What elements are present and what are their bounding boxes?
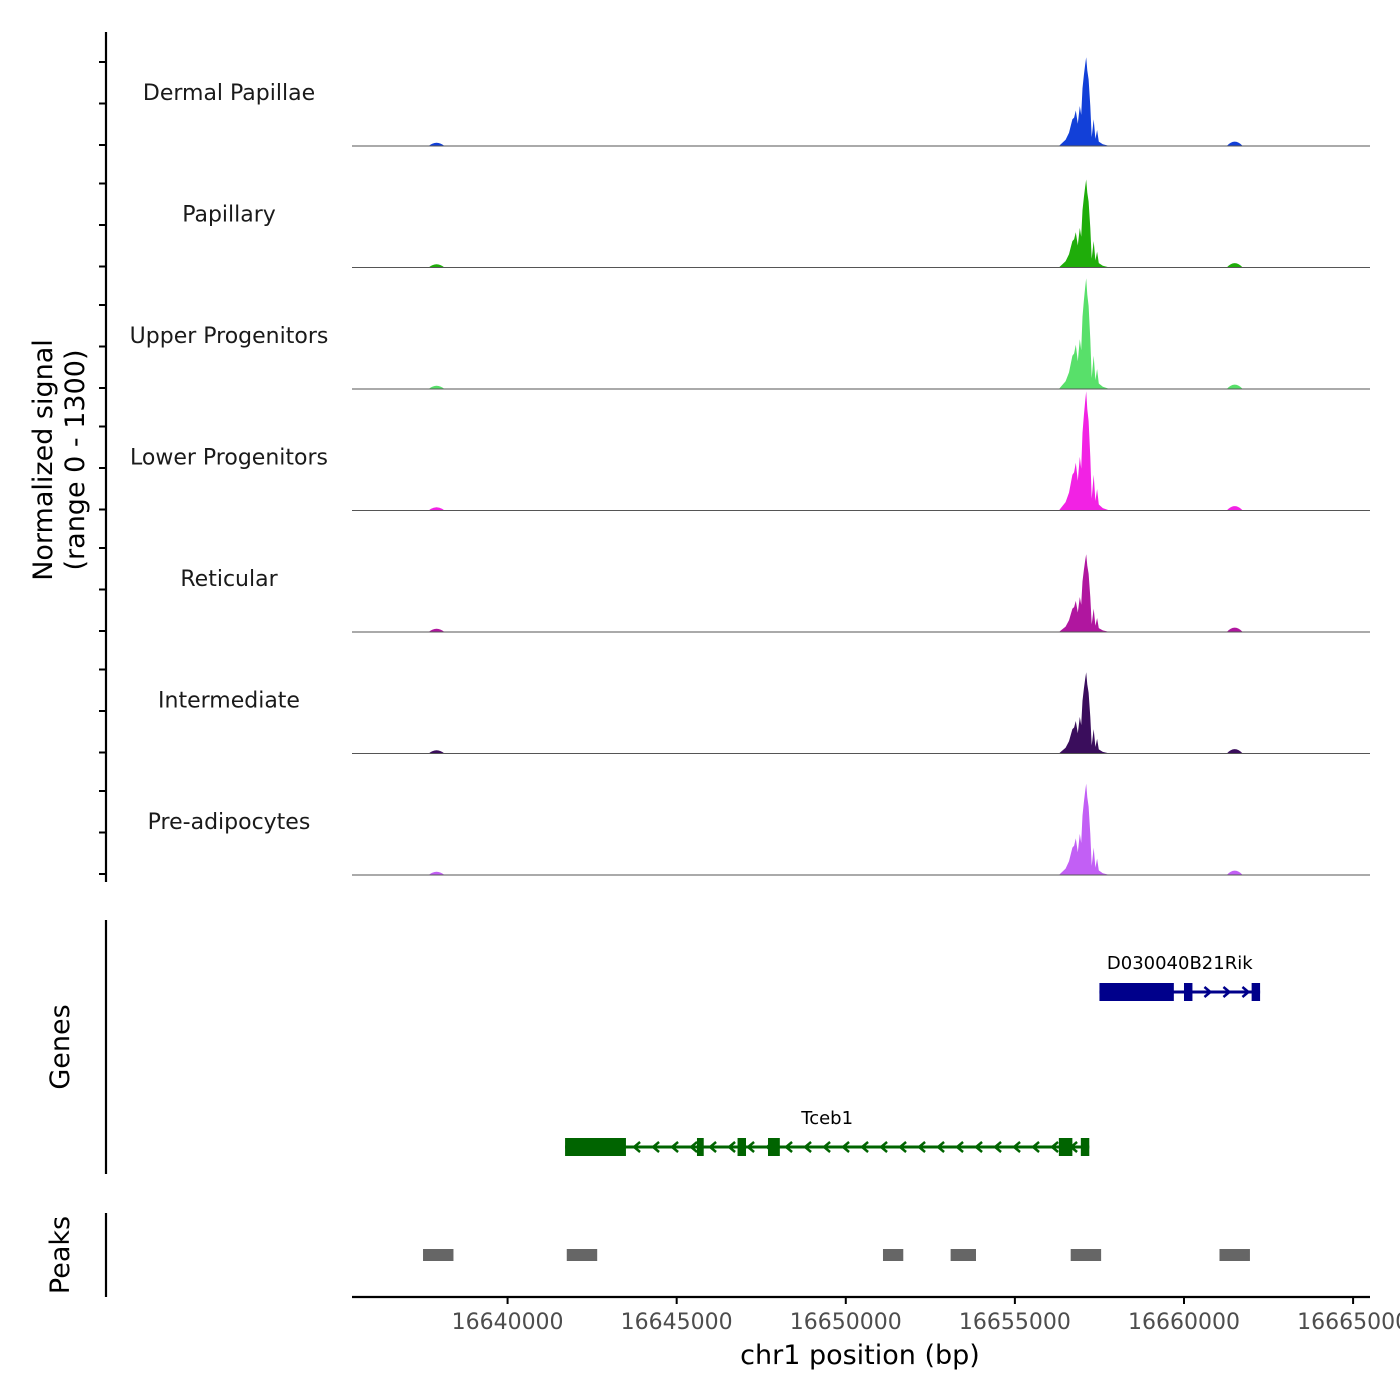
signal-area-upper-progenitors [1058,278,1110,389]
x-tick-label: 16645000 [621,1310,733,1335]
track-upper-progenitors: Upper Progenitors [130,278,1370,390]
track-intermediate: Intermediate [158,672,1370,754]
signal-minor-peak [1226,263,1243,268]
x-tick-label: 16640000 [452,1310,564,1335]
strand-arrow [1222,986,1232,998]
strand-arrow [632,1141,641,1153]
x-axis-ticks: 16640000 16645000 16650000 16655000 16660000… [452,1297,1400,1335]
strand-arrow [689,1141,698,1153]
gene-exon [1080,1138,1090,1156]
signal-minor-peak [1226,870,1243,875]
x-tick-label: 16655000 [959,1310,1071,1335]
gene-exon [1058,1138,1073,1156]
strand-arrow [993,1141,1002,1153]
track-label-reticular: Reticular [180,567,278,592]
strand-arrow [898,1141,907,1153]
gene-label-d030040b21rik: D030040B21Rik [1107,953,1253,974]
signal-area-intermediate [1058,672,1110,754]
signal-area-lower-progenitors [1058,391,1110,511]
signal-minor-peak [428,385,445,389]
track-label-upper-progenitors: Upper Progenitors [130,324,329,349]
strand-arrow [1050,1141,1059,1153]
strand-arrow [879,1141,888,1153]
track-label-papillary: Papillary [182,203,276,228]
strand-arrow [822,1141,831,1153]
gene-d030040b21rik: D030040B21Rik [1099,953,1261,1001]
peak-regions [423,1249,1250,1261]
signal-minor-peak [1226,749,1243,754]
peak-region [1070,1249,1102,1261]
gene-exon [565,1138,626,1156]
strand-arrow [936,1141,945,1153]
coverage-y-ticks [99,61,106,875]
strand-arrow [1241,986,1251,998]
signal-minor-peak [428,871,445,875]
signal-minor-peak [1226,384,1243,389]
signal-area-pre-adipocytes [1058,783,1110,875]
strand-arrow [803,1141,812,1153]
x-tick-label: 16650000 [790,1310,902,1335]
strand-arrow [1031,1141,1040,1153]
gene-exon [1099,983,1174,1001]
coverage-tracks: Dermal Papillae Papillary Upper Progenitor… [130,57,1370,876]
strand-arrow [1012,1141,1021,1153]
signal-area-papillary [1058,179,1110,268]
peak-region [1219,1249,1250,1261]
x-tick-label: 16660000 [1128,1310,1240,1335]
track-label-pre-adipocytes: Pre-adipocytes [148,810,311,835]
strand-arrow [746,1141,755,1153]
peak-region [423,1249,454,1261]
peak-region [950,1249,976,1261]
signal-minor-peak [1226,627,1243,632]
signal-minor-peak [428,142,445,146]
x-tick-label: 16665000 [1297,1310,1400,1335]
genes-axis-title: Genes [45,1004,76,1089]
x-axis-title: chr1 position (bp) [740,1340,980,1371]
gene-label-tceb1: Tceb1 [800,1108,853,1129]
gene-exon [1251,983,1261,1001]
track-pre-adipocytes: Pre-adipocytes [148,783,1370,876]
peak-region [882,1249,904,1261]
strand-arrow [860,1141,869,1153]
track-label-dermal-papillae: Dermal Papillae [143,81,315,106]
signal-minor-peak [1226,506,1243,511]
signal-minor-peak [428,750,445,754]
gene-tceb1: Tceb1 [565,1108,1090,1156]
strand-arrow [727,1141,736,1153]
signal-minor-peak [428,264,445,268]
track-reticular: Reticular [180,554,1370,633]
track-dermal-papillae: Dermal Papillae [143,57,1370,147]
track-papillary: Papillary [182,179,1370,268]
track-label-lower-progenitors: Lower Progenitors [130,446,328,471]
strand-arrow [670,1141,679,1153]
signal-area-dermal-papillae [1058,57,1110,147]
signal-area-reticular [1058,554,1110,632]
signal-minor-peak [428,507,445,511]
strand-arrow [1203,986,1213,998]
strand-arrow [841,1141,850,1153]
strand-arrow [917,1141,926,1153]
y-axis-title-line1: Normalized signal [28,339,59,581]
strand-arrow [974,1141,983,1153]
signal-minor-peak [1226,141,1243,146]
gene-exon [767,1138,780,1156]
gene-annotations: D030040B21Rik Tceb1 [565,953,1261,1156]
strand-arrow [651,1141,660,1153]
track-lower-progenitors: Lower Progenitors [130,391,1370,511]
peaks-axis-title: Peaks [45,1216,76,1294]
y-axis-title-line2: (range 0 - 1300) [60,350,91,571]
gene-exon [696,1138,704,1156]
peak-region [566,1249,598,1261]
strand-arrow [784,1141,793,1153]
gene-exon [737,1138,747,1156]
track-label-intermediate: Intermediate [158,689,300,714]
strand-arrow [955,1141,964,1153]
gene-exon [1183,983,1193,1001]
signal-minor-peak [428,628,445,632]
strand-arrow [708,1141,717,1153]
